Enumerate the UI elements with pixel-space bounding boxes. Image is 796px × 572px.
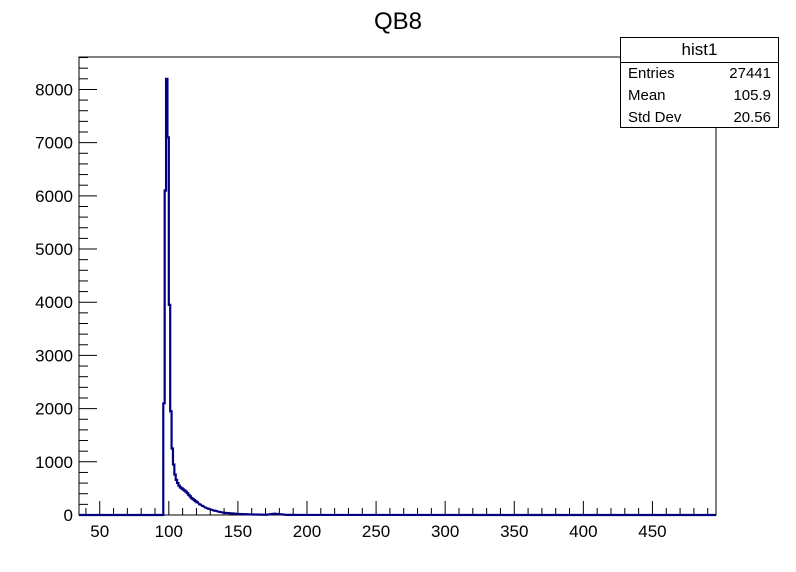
stats-value: 105.9: [733, 87, 771, 104]
y-tick-label: 4000: [35, 293, 73, 312]
stats-row-mean: Mean 105.9: [621, 85, 778, 107]
x-axis: 50 100 150 200 250 300 350 400 450: [85, 501, 709, 541]
x-tick-label: 50: [90, 522, 109, 541]
stats-label: Std Dev: [628, 109, 682, 126]
y-axis: 0 1000 2000 3000 4000 5000 6000 7000 8000: [35, 57, 97, 525]
stats-box: hist1 Entries 27441 Mean 105.9 Std Dev 2…: [620, 37, 779, 128]
y-tick-label: 1000: [35, 453, 73, 472]
y-tick-label: 2000: [35, 400, 73, 419]
y-tick-label: 5000: [35, 240, 73, 259]
x-tick-label: 100: [155, 522, 183, 541]
stats-title: hist1: [621, 38, 778, 63]
y-tick-label: 7000: [35, 134, 73, 153]
histogram-series-line: [79, 77, 717, 517]
x-tick-label: 450: [638, 522, 666, 541]
y-tick-label: 0: [64, 506, 73, 525]
y-tick-label: 3000: [35, 346, 73, 365]
chart-title: QB8: [374, 8, 422, 35]
x-tick-label: 200: [293, 522, 321, 541]
stats-label: Mean: [628, 87, 666, 104]
stats-value: 20.56: [733, 109, 771, 126]
x-tick-label: 300: [431, 522, 459, 541]
y-tick-label: 8000: [35, 80, 73, 99]
stats-label: Entries: [628, 65, 675, 82]
stats-row-stddev: Std Dev 20.56: [621, 107, 778, 129]
x-tick-label: 350: [500, 522, 528, 541]
y-tick-label: 6000: [35, 187, 73, 206]
x-tick-label: 150: [224, 522, 252, 541]
stats-value: 27441: [729, 65, 771, 82]
x-tick-label: 400: [569, 522, 597, 541]
stats-row-entries: Entries 27441: [621, 63, 778, 85]
x-tick-label: 250: [362, 522, 390, 541]
